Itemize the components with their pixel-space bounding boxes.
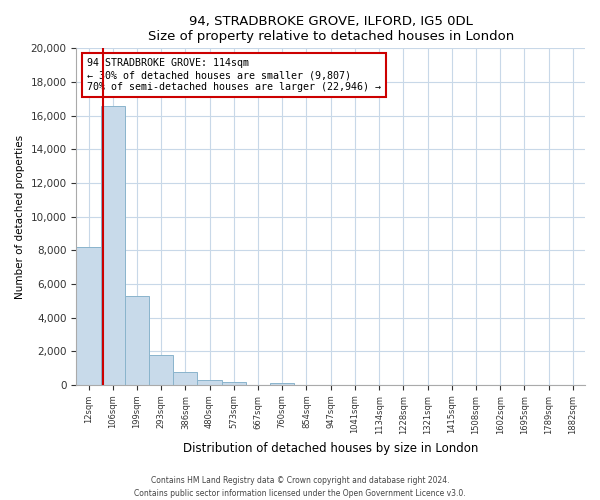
- Bar: [222, 382, 246, 385]
- Title: 94, STRADBROKE GROVE, ILFORD, IG5 0DL
Size of property relative to detached hous: 94, STRADBROKE GROVE, ILFORD, IG5 0DL Si…: [148, 15, 514, 43]
- Bar: [101, 106, 125, 385]
- Bar: [125, 296, 149, 385]
- Bar: [149, 354, 173, 385]
- Bar: [173, 372, 197, 385]
- Bar: [197, 380, 222, 385]
- Bar: [270, 383, 295, 385]
- Text: 94 STRADBROKE GROVE: 114sqm
← 30% of detached houses are smaller (9,807)
70% of : 94 STRADBROKE GROVE: 114sqm ← 30% of det…: [86, 58, 380, 92]
- X-axis label: Distribution of detached houses by size in London: Distribution of detached houses by size …: [183, 442, 478, 455]
- Text: Contains HM Land Registry data © Crown copyright and database right 2024.
Contai: Contains HM Land Registry data © Crown c…: [134, 476, 466, 498]
- Bar: [76, 247, 101, 385]
- Y-axis label: Number of detached properties: Number of detached properties: [15, 134, 25, 298]
